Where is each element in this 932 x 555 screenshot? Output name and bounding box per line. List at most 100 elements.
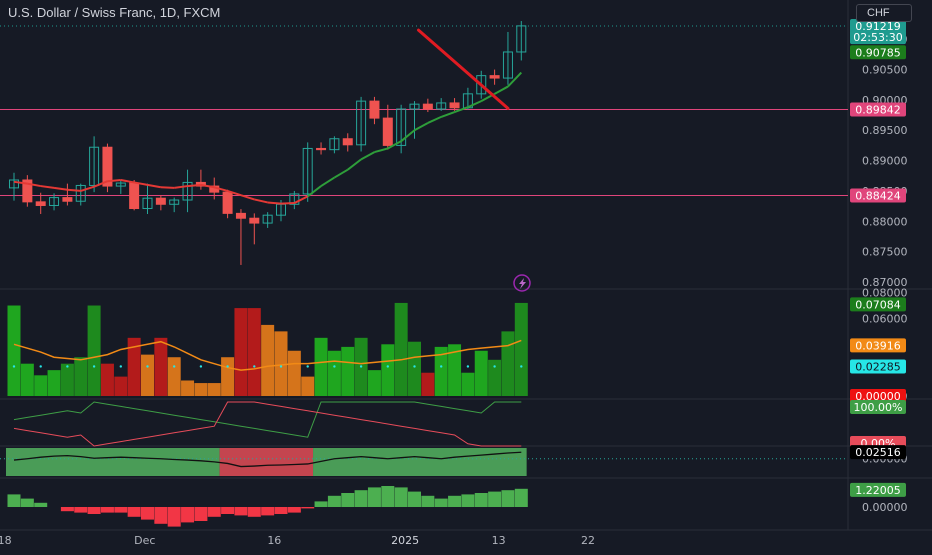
moving-average-segment [507,71,523,88]
band-zone [5,448,220,476]
lightning-icon [513,274,531,292]
moving-average-segment [254,198,268,204]
candle-body [62,197,73,202]
candle-body [289,193,300,205]
histogram-label-bg [850,482,906,497]
moving-average-segment [213,186,228,192]
volatility-label: 0.07084 [850,297,906,312]
moving-average-segment [200,183,215,189]
moving-average-segment [320,176,335,187]
volatility-label-text: 0.07084 [855,298,901,311]
time-axis-label: 22 [581,534,595,547]
volatility-bar [448,344,462,396]
volatility-dot [226,365,229,368]
price-axis-tick-label: 0.90500 [862,64,908,77]
band-label-bg [850,445,906,460]
volatility-dot [493,365,496,368]
volatility-dot [12,365,16,368]
oscillator-label-bg [850,400,906,414]
candle-body [382,117,393,146]
volatility-bar [221,357,235,396]
oscillator-line [13,401,522,438]
moving-average-segment [53,186,68,191]
band-label-text: 0.02516 [855,446,901,459]
volatility-label-text: 0.00000 [855,390,901,403]
volatility-dot [440,365,443,368]
volatility-dot [66,365,69,368]
time-axis-label: 13 [492,534,506,547]
volatility-bar [488,359,502,396]
moving-average-segment [494,85,509,95]
volatility-bar [247,308,261,396]
candle-body [142,197,153,210]
oscillator-line [13,401,522,447]
time-axis-label: 16 [267,534,281,547]
histogram-bar [461,494,475,507]
currency-button[interactable]: CHF [856,4,912,22]
price-label-bg [850,30,906,45]
histogram-bar [301,507,315,509]
volatility-bar [461,372,475,396]
histogram-bar [87,507,101,514]
histogram-bar [234,507,248,516]
forecast-arrow-line [417,28,510,110]
price-label-bg [850,45,906,60]
volatility-label: 0.02285 [850,359,906,374]
moving-average-segment [374,147,389,154]
candle-body [262,214,273,224]
band-zone [219,448,314,476]
price-axis-tick-label: 0.87500 [862,246,908,259]
candle-body [369,100,380,119]
time-axis-label: 2025 [391,534,419,547]
volatility-dot [173,365,176,368]
moving-average-segment [107,179,121,183]
volatility-dot [306,365,309,368]
moving-average-segment [227,189,242,197]
volatility-bar [194,383,208,396]
price-label: 0.91219 [850,18,906,33]
histogram-bar [434,498,448,507]
histogram-bar [514,488,528,507]
moving-average-segment [67,188,81,192]
histogram-bar [314,501,328,507]
candle-body [9,179,19,189]
price-label-text: 0.88424 [855,190,901,203]
volatility-bar [381,344,395,396]
histogram-label: 1.22005 [850,482,906,497]
histogram-bar [60,507,74,512]
time-axis-label: 18 [0,534,12,547]
moving-average-segment [280,202,295,205]
histogram-bar [408,491,421,507]
volatility-label: 0.03916 [850,338,906,353]
moving-average-segment [400,129,416,142]
histogram-bar [381,486,395,507]
price-label-bg [850,102,906,117]
candle-body [49,197,60,206]
volatility-label-text: 0.03916 [855,339,901,352]
moving-average-segment [467,100,482,109]
histogram-bar [287,507,301,513]
volatility-bar [421,372,435,396]
histogram-bar [7,494,21,507]
band-zone [313,448,527,476]
candle-body [316,147,327,151]
volatility-bar [20,363,34,396]
candle-body [195,181,206,187]
oscillator-label: 100.00% [850,400,906,414]
price-label-text: 02:53:30 [853,31,902,44]
moving-average-segment [333,168,349,179]
volatility-dot [386,365,389,368]
histogram-bar [488,491,502,507]
price-label-text: 0.89842 [855,103,901,116]
histogram-bar [448,495,462,507]
histogram-bar [154,507,168,524]
price-label-bg [850,188,906,203]
volatility-bar [60,363,74,396]
lightning-icon-ring [513,274,531,292]
moving-average-segment [93,180,108,188]
candle-body [89,146,100,186]
volatility-label-bg [850,297,906,312]
volatility-bar [181,380,195,396]
